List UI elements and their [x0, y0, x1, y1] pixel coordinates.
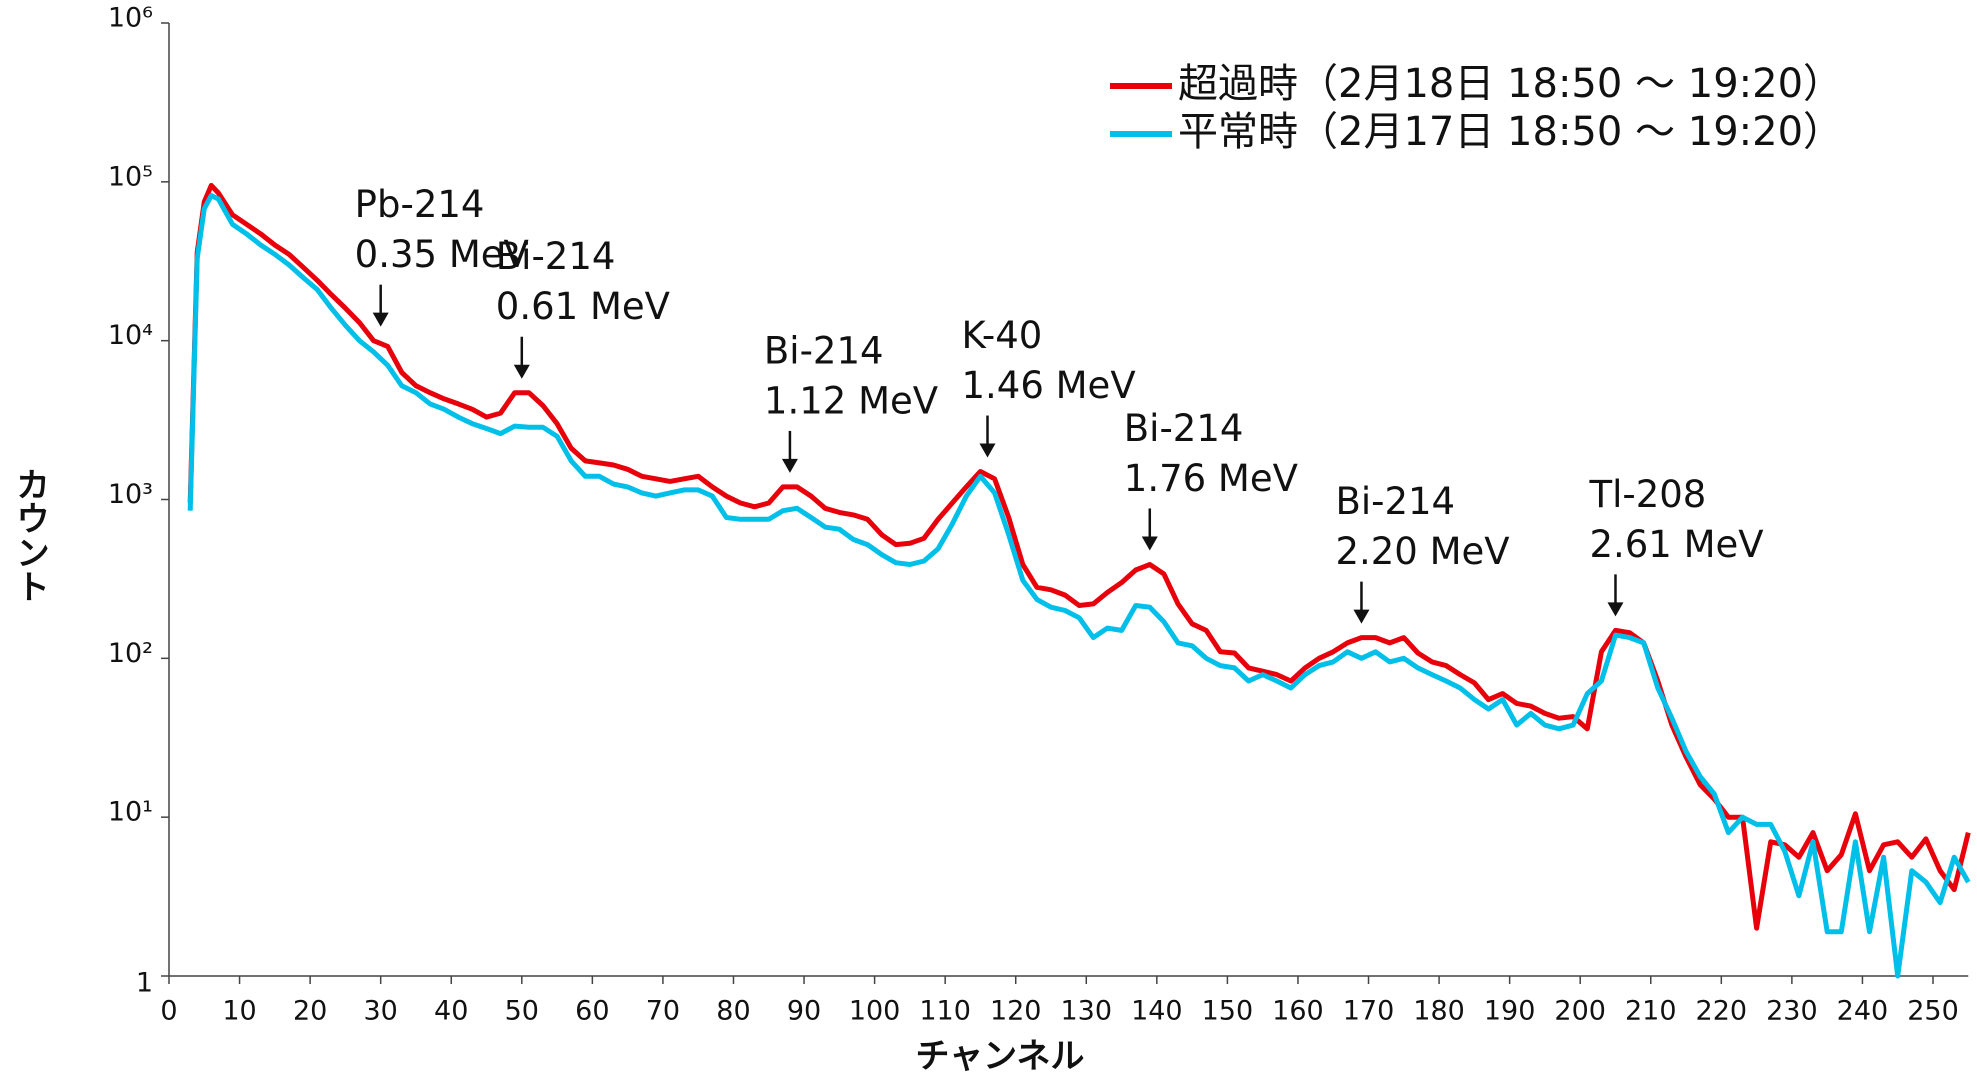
x-tick-label: 250 [1907, 996, 1959, 1027]
annotation-arrowhead [372, 312, 389, 327]
x-tick-label: 120 [990, 996, 1042, 1027]
x-tick-label: 30 [364, 996, 398, 1027]
annotation-text: Pb-214 [355, 183, 485, 226]
x-tick-label: 40 [434, 996, 468, 1027]
y-tick-label: 10⁵ [108, 161, 153, 192]
x-tick-label: 160 [1272, 996, 1324, 1027]
annotation-text: 1.46 MeV [961, 364, 1135, 407]
series-line [187, 193, 1971, 979]
annotation-text: 1.76 MeV [1124, 457, 1298, 500]
legend-label: 超過時（2月18日 18:50 ～ 19:20） [1178, 61, 1843, 107]
x-tick-label: 10 [222, 996, 256, 1027]
x-tick-label: 180 [1413, 996, 1465, 1027]
x-tick-label: 240 [1837, 996, 1889, 1027]
annotation-text: 2.61 MeV [1589, 523, 1763, 566]
annotation-arrowhead [513, 364, 530, 379]
annotation-text: Bi-214 [1124, 407, 1244, 450]
y-tick-label: 1 [136, 968, 153, 999]
x-tick-label: 170 [1343, 996, 1395, 1027]
annotation-arrowhead [1141, 536, 1158, 551]
x-tick-label: 90 [787, 996, 821, 1027]
annotation-text: K-40 [961, 314, 1042, 357]
x-tick-label: 80 [716, 996, 750, 1027]
annotation-text: 0.61 MeV [496, 285, 670, 328]
annotation-text: 2.20 MeV [1335, 530, 1509, 573]
x-tick-label: 140 [1131, 996, 1183, 1027]
y-tick-label: 10² [108, 638, 153, 669]
x-tick-label: 200 [1554, 996, 1606, 1027]
x-tick-label: 130 [1061, 996, 1113, 1027]
x-tick-label: 0 [160, 996, 177, 1027]
x-axis-title: チャンネル [916, 1037, 1085, 1077]
annotation-arrowhead [1353, 609, 1370, 624]
legend-label: 平常時（2月17日 18:50 ～ 19:20） [1178, 109, 1843, 155]
x-tick-label: 150 [1202, 996, 1254, 1027]
x-tick-label: 100 [849, 996, 901, 1027]
y-tick-label: 10⁴ [108, 320, 153, 351]
x-tick-label: 230 [1766, 996, 1818, 1027]
annotation-arrowhead [781, 458, 798, 473]
x-tick-label: 210 [1625, 996, 1677, 1027]
y-axis-title: カウント [10, 467, 50, 603]
y-tick-label: 10⁶ [108, 3, 153, 34]
x-tick-label: 190 [1484, 996, 1536, 1027]
x-tick-label: 50 [505, 996, 539, 1027]
x-tick-label: 60 [575, 996, 609, 1027]
annotation-text: Bi-214 [1335, 480, 1455, 523]
x-tick-label: 70 [646, 996, 680, 1027]
annotation-text: 1.12 MeV [764, 379, 938, 422]
annotation-text: Tl-208 [1588, 473, 1706, 516]
y-tick-label: 10³ [108, 479, 153, 510]
x-tick-label: 220 [1696, 996, 1748, 1027]
y-tick-label: 10¹ [108, 797, 153, 828]
x-tick-label: 20 [293, 996, 327, 1027]
annotation-text: Bi-214 [764, 329, 884, 372]
annotation-arrowhead [1607, 602, 1624, 617]
annotation-arrowhead [979, 443, 996, 458]
annotation-text: 0.35 MeV [355, 233, 529, 276]
x-tick-label: 110 [919, 996, 971, 1027]
annotation-text: Bi-214 [496, 235, 616, 278]
